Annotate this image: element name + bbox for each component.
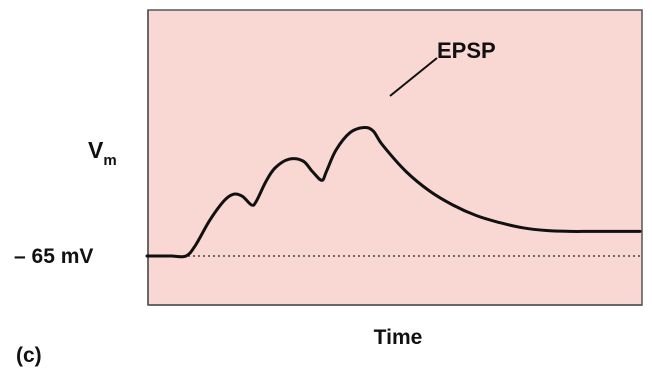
membrane-potential-trace	[170, 125, 642, 259]
y-axis-label: Vm	[88, 137, 117, 169]
epsp-annotation-pointer	[389, 57, 438, 97]
y-axis-label-main: V	[88, 137, 104, 163]
panel-label: (c)	[16, 344, 42, 367]
plot-area	[147, 9, 643, 306]
x-axis-label: Time	[374, 326, 423, 349]
epsp-annotation-label: EPSP	[437, 38, 496, 63]
y-axis-label-subscript: m	[103, 152, 116, 169]
resting-potential-label: – 65 mV	[14, 245, 93, 268]
